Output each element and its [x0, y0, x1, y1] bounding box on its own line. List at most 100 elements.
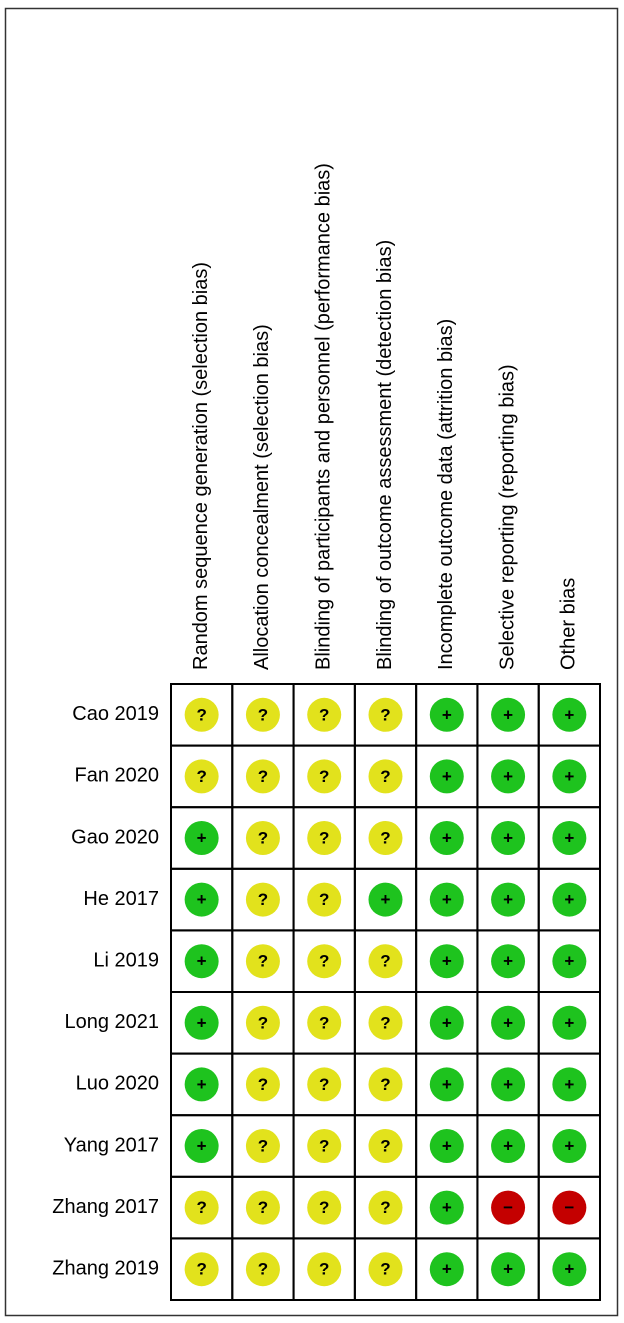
judgement-symbol: +	[197, 890, 207, 909]
judgement-dot	[429, 1129, 464, 1163]
judgement-symbol: ?	[319, 1260, 329, 1279]
judgement-dot	[245, 882, 280, 917]
judgement-symbol: +	[503, 828, 513, 847]
judgement-dot	[491, 1005, 526, 1040]
judgement-dot	[552, 1190, 587, 1225]
column-header: Other bias	[558, 578, 580, 670]
judgement-dot	[245, 944, 280, 979]
judgement-symbol: ?	[258, 1013, 268, 1032]
judgement-symbol: ?	[319, 828, 329, 847]
row-label: Li 2019	[93, 949, 159, 971]
judgement-symbol: +	[197, 1013, 207, 1032]
judgement-symbol: ?	[319, 705, 329, 724]
judgement-symbol: ?	[258, 1075, 268, 1094]
judgement-dot	[368, 1005, 403, 1040]
row-label: Long 2021	[64, 1011, 159, 1033]
row-label: Cao 2019	[72, 703, 159, 725]
judgement-symbol: ?	[319, 890, 329, 909]
judgement-dot	[245, 1067, 280, 1102]
judgement-symbol: +	[503, 952, 513, 971]
row-label: Zhang 2017	[52, 1196, 159, 1218]
judgement-dot	[491, 697, 526, 732]
judgement-dot	[184, 759, 219, 794]
judgement-dot	[429, 944, 464, 979]
judgement-symbol: −	[564, 1198, 574, 1217]
row-label: He 2017	[83, 888, 159, 910]
judgement-dot	[429, 697, 464, 732]
judgement-symbol: ?	[258, 705, 268, 724]
judgement-dot	[552, 944, 587, 979]
row-label: Gao 2020	[71, 826, 159, 848]
judgement-symbol: +	[564, 1075, 574, 1094]
column-header: Incomplete outcome data (attrition bias)	[435, 319, 457, 670]
judgement-symbol: +	[503, 1260, 513, 1279]
judgement-dot	[552, 821, 587, 855]
judgement-symbol: ?	[380, 1075, 390, 1094]
judgement-symbol: ?	[380, 1136, 390, 1155]
judgement-dot	[307, 697, 342, 732]
judgement-dot	[184, 1190, 219, 1225]
judgement-symbol: ?	[319, 1075, 329, 1094]
judgement-symbol: ?	[196, 1260, 206, 1279]
judgement-symbol: +	[503, 890, 513, 909]
judgement-dot	[245, 1190, 280, 1225]
judgement-symbol: +	[564, 1136, 574, 1155]
judgement-symbol: +	[442, 1075, 452, 1094]
judgement-symbol: +	[503, 1136, 513, 1155]
judgement-dot	[368, 1252, 403, 1287]
judgement-dot	[491, 882, 526, 917]
judgement-symbol: ?	[258, 1136, 268, 1155]
judgement-symbol: ?	[196, 705, 206, 724]
judgement-dot	[307, 882, 342, 917]
row-label: Luo 2020	[76, 1073, 159, 1095]
judgement-symbol: ?	[196, 767, 206, 786]
judgement-symbol: +	[442, 890, 452, 909]
judgement-symbol: +	[442, 952, 452, 971]
judgement-symbol: ?	[319, 767, 329, 786]
judgement-dot	[552, 1005, 587, 1040]
judgement-dot	[184, 944, 219, 979]
judgement-symbol: ?	[258, 828, 268, 847]
judgement-symbol: +	[442, 1198, 452, 1217]
judgement-symbol: +	[442, 828, 452, 847]
judgement-dot	[307, 759, 342, 794]
judgement-symbol: ?	[380, 767, 390, 786]
judgement-dot	[245, 1129, 280, 1163]
judgement-symbol: +	[564, 952, 574, 971]
judgement-symbol: ?	[380, 1013, 390, 1032]
judgement-dot	[307, 1190, 342, 1225]
judgement-dot	[307, 1252, 342, 1287]
judgement-dot	[368, 1067, 403, 1102]
judgement-dot	[245, 1252, 280, 1287]
judgement-symbol: +	[564, 828, 574, 847]
judgement-symbol: +	[503, 767, 513, 786]
judgement-dot	[491, 821, 526, 855]
judgement-symbol: +	[564, 1260, 574, 1279]
cell	[537, 1237, 602, 1302]
judgement-dot	[429, 759, 464, 794]
judgement-symbol: ?	[380, 1198, 390, 1217]
judgement-dot	[307, 821, 342, 855]
judgement-symbol: +	[442, 1136, 452, 1155]
judgement-symbol: +	[564, 705, 574, 724]
judgement-dot	[245, 697, 280, 732]
judgement-dot	[184, 1129, 219, 1163]
judgement-dot	[491, 1190, 526, 1225]
judgement-symbol: ?	[319, 1013, 329, 1032]
judgement-dot	[429, 1005, 464, 1040]
judgement-dot	[429, 1252, 464, 1287]
judgement-symbol: +	[442, 1013, 452, 1032]
column-header: Selective reporting (reporting bias)	[496, 364, 518, 670]
judgement-dot	[307, 1067, 342, 1102]
judgement-dot	[368, 944, 403, 979]
judgement-dot	[491, 1067, 526, 1102]
judgement-symbol: ?	[380, 828, 390, 847]
judgement-symbol: +	[442, 1260, 452, 1279]
judgement-dot	[552, 1067, 587, 1102]
judgement-symbol: +	[564, 1013, 574, 1032]
judgement-symbol: +	[503, 1013, 513, 1032]
row-label: Yang 2017	[64, 1134, 159, 1156]
judgement-dot	[245, 759, 280, 794]
judgement-symbol: +	[197, 952, 207, 971]
